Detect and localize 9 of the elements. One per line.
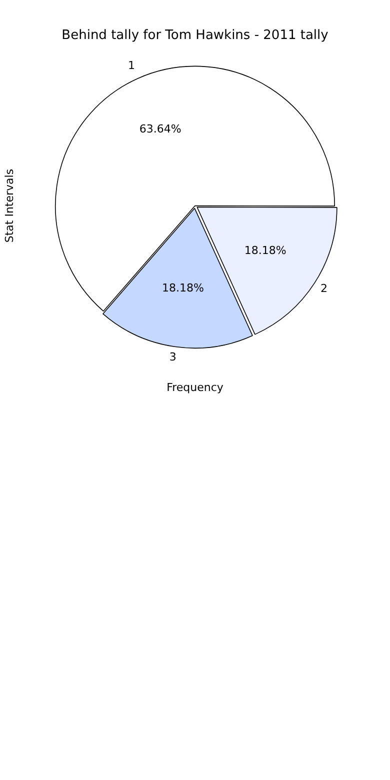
text: Stat Intervals [2, 168, 16, 243]
data-label: 18.18% [244, 244, 286, 258]
slice-label: 1 [128, 58, 135, 72]
data-label: 63.64% [139, 122, 182, 136]
text: Frequency [166, 380, 224, 394]
slice-label: 2 [320, 282, 328, 295]
chart-title: Behind tally for Tom Hawkins - 2011 tally [62, 28, 329, 44]
data-label: 18.18% [162, 282, 204, 295]
slice-label: 3 [169, 350, 176, 364]
